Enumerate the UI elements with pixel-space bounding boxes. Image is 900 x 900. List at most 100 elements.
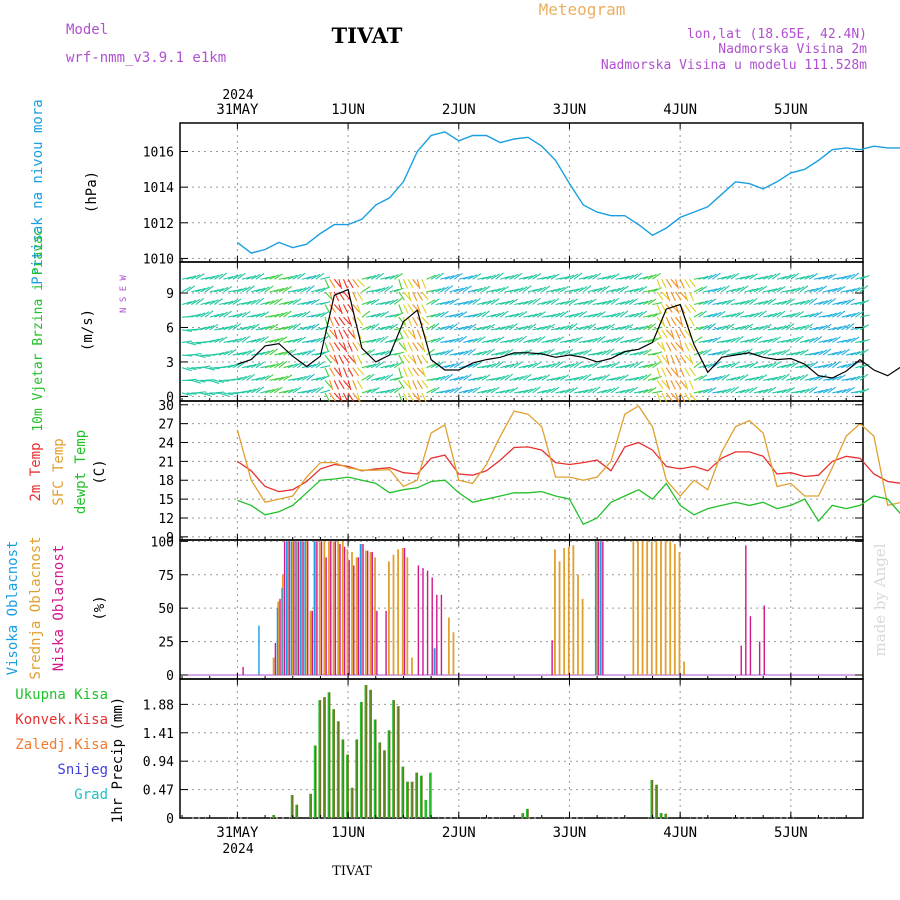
wind-barb bbox=[430, 362, 441, 369]
cloud-bar-mid bbox=[554, 549, 556, 675]
wind-barb bbox=[850, 351, 861, 356]
wind-barb bbox=[181, 329, 193, 332]
wind-barb bbox=[615, 390, 626, 394]
cloud-bar-high bbox=[599, 541, 601, 675]
wind-barb bbox=[753, 375, 764, 381]
wind-barb bbox=[592, 326, 603, 331]
wind-barb bbox=[430, 273, 440, 280]
wind-barb bbox=[679, 342, 684, 353]
wind-barb bbox=[421, 279, 427, 289]
cloud-bar-mid bbox=[351, 552, 353, 675]
wind-barb bbox=[684, 278, 691, 289]
wind-barb bbox=[223, 349, 233, 356]
wind-barb bbox=[297, 361, 306, 369]
wind-barb bbox=[467, 313, 478, 318]
wind-barb bbox=[781, 314, 792, 318]
wind-barb bbox=[200, 326, 211, 331]
wind-barb bbox=[670, 367, 678, 376]
wind-barb bbox=[670, 392, 679, 401]
wind-barb bbox=[342, 367, 348, 378]
wind-barb bbox=[347, 392, 354, 402]
wind-barb bbox=[587, 298, 597, 305]
wind-barb bbox=[744, 274, 754, 280]
wind-barb bbox=[458, 301, 469, 306]
wind-barb bbox=[619, 374, 629, 381]
wind-barb bbox=[200, 286, 210, 293]
wind-barb bbox=[795, 364, 806, 369]
wind-barb bbox=[412, 291, 418, 302]
wind-barb bbox=[790, 311, 800, 318]
cloud-bar-high bbox=[313, 541, 316, 675]
wind-barb bbox=[749, 351, 760, 356]
wind-barb bbox=[583, 388, 593, 394]
wind-barb bbox=[237, 361, 246, 369]
wind-barb bbox=[191, 379, 202, 384]
wind-barb bbox=[735, 335, 744, 343]
wind-barb bbox=[292, 376, 303, 381]
watermark: made by Angel bbox=[871, 543, 889, 656]
wind-barb bbox=[195, 391, 206, 394]
wind-barb bbox=[523, 275, 533, 280]
wind-barb bbox=[606, 362, 616, 369]
wind-barb bbox=[251, 288, 262, 293]
wind-barb bbox=[730, 312, 741, 318]
wind-barb bbox=[255, 297, 264, 305]
wind-barb bbox=[237, 326, 248, 331]
wind-barb bbox=[541, 364, 552, 369]
cloud-bar-low bbox=[362, 544, 364, 675]
wind-barb bbox=[661, 379, 669, 389]
wind-barb bbox=[347, 278, 354, 289]
wind-barb bbox=[342, 342, 348, 353]
temp-line-2 bbox=[237, 476, 900, 526]
wind-barb bbox=[407, 380, 412, 391]
wind-barb bbox=[859, 274, 870, 280]
wind-barb bbox=[375, 272, 385, 280]
cloud-bar-low bbox=[371, 552, 373, 675]
wind-barb bbox=[656, 342, 665, 350]
wind-barb bbox=[541, 285, 551, 293]
y-tick-label: 0 bbox=[166, 812, 174, 827]
wind-barb bbox=[758, 349, 768, 356]
wind-barb bbox=[601, 388, 612, 394]
wind-barb bbox=[772, 336, 781, 343]
wind-barb bbox=[513, 375, 524, 381]
wind-barb bbox=[389, 313, 400, 318]
precip-bar-total bbox=[429, 772, 432, 818]
wind-barb bbox=[509, 377, 520, 381]
wind-barb bbox=[749, 361, 759, 369]
wind-barb bbox=[532, 336, 542, 343]
wind-barb bbox=[518, 364, 529, 369]
wind-barb bbox=[481, 324, 492, 331]
wind-barb bbox=[204, 275, 215, 280]
wind-barb bbox=[532, 326, 543, 331]
wind-barb bbox=[278, 301, 289, 306]
wind-barb bbox=[324, 379, 333, 389]
wind-barb bbox=[647, 323, 657, 331]
temp-axis-title-sfc: SFC Temp bbox=[51, 438, 67, 505]
wind-barb bbox=[675, 279, 679, 289]
wind-barb bbox=[629, 288, 640, 293]
wind-barb bbox=[550, 298, 560, 305]
wind-barb bbox=[633, 272, 643, 280]
wind-barb bbox=[555, 326, 566, 331]
wind-barb bbox=[481, 374, 491, 381]
wind-barb bbox=[638, 275, 649, 280]
wind-barb bbox=[818, 364, 829, 369]
cloud-bar-low bbox=[316, 541, 318, 675]
wind-barb bbox=[356, 291, 363, 301]
wind-barb bbox=[352, 329, 356, 340]
wind-barb bbox=[490, 273, 500, 280]
wind-barb bbox=[449, 288, 460, 293]
cloud-bar-mid bbox=[332, 541, 335, 675]
cloud-bar-mid bbox=[309, 610, 312, 675]
wind-barb bbox=[832, 360, 841, 369]
wind-barb bbox=[735, 301, 746, 306]
wind-barb bbox=[264, 339, 275, 343]
wind-barb bbox=[181, 392, 192, 396]
wind-barb bbox=[684, 342, 690, 352]
wind-barb bbox=[315, 386, 324, 394]
wind-barb bbox=[859, 349, 869, 356]
wind-barb bbox=[726, 313, 736, 318]
wind-barb bbox=[601, 299, 612, 306]
